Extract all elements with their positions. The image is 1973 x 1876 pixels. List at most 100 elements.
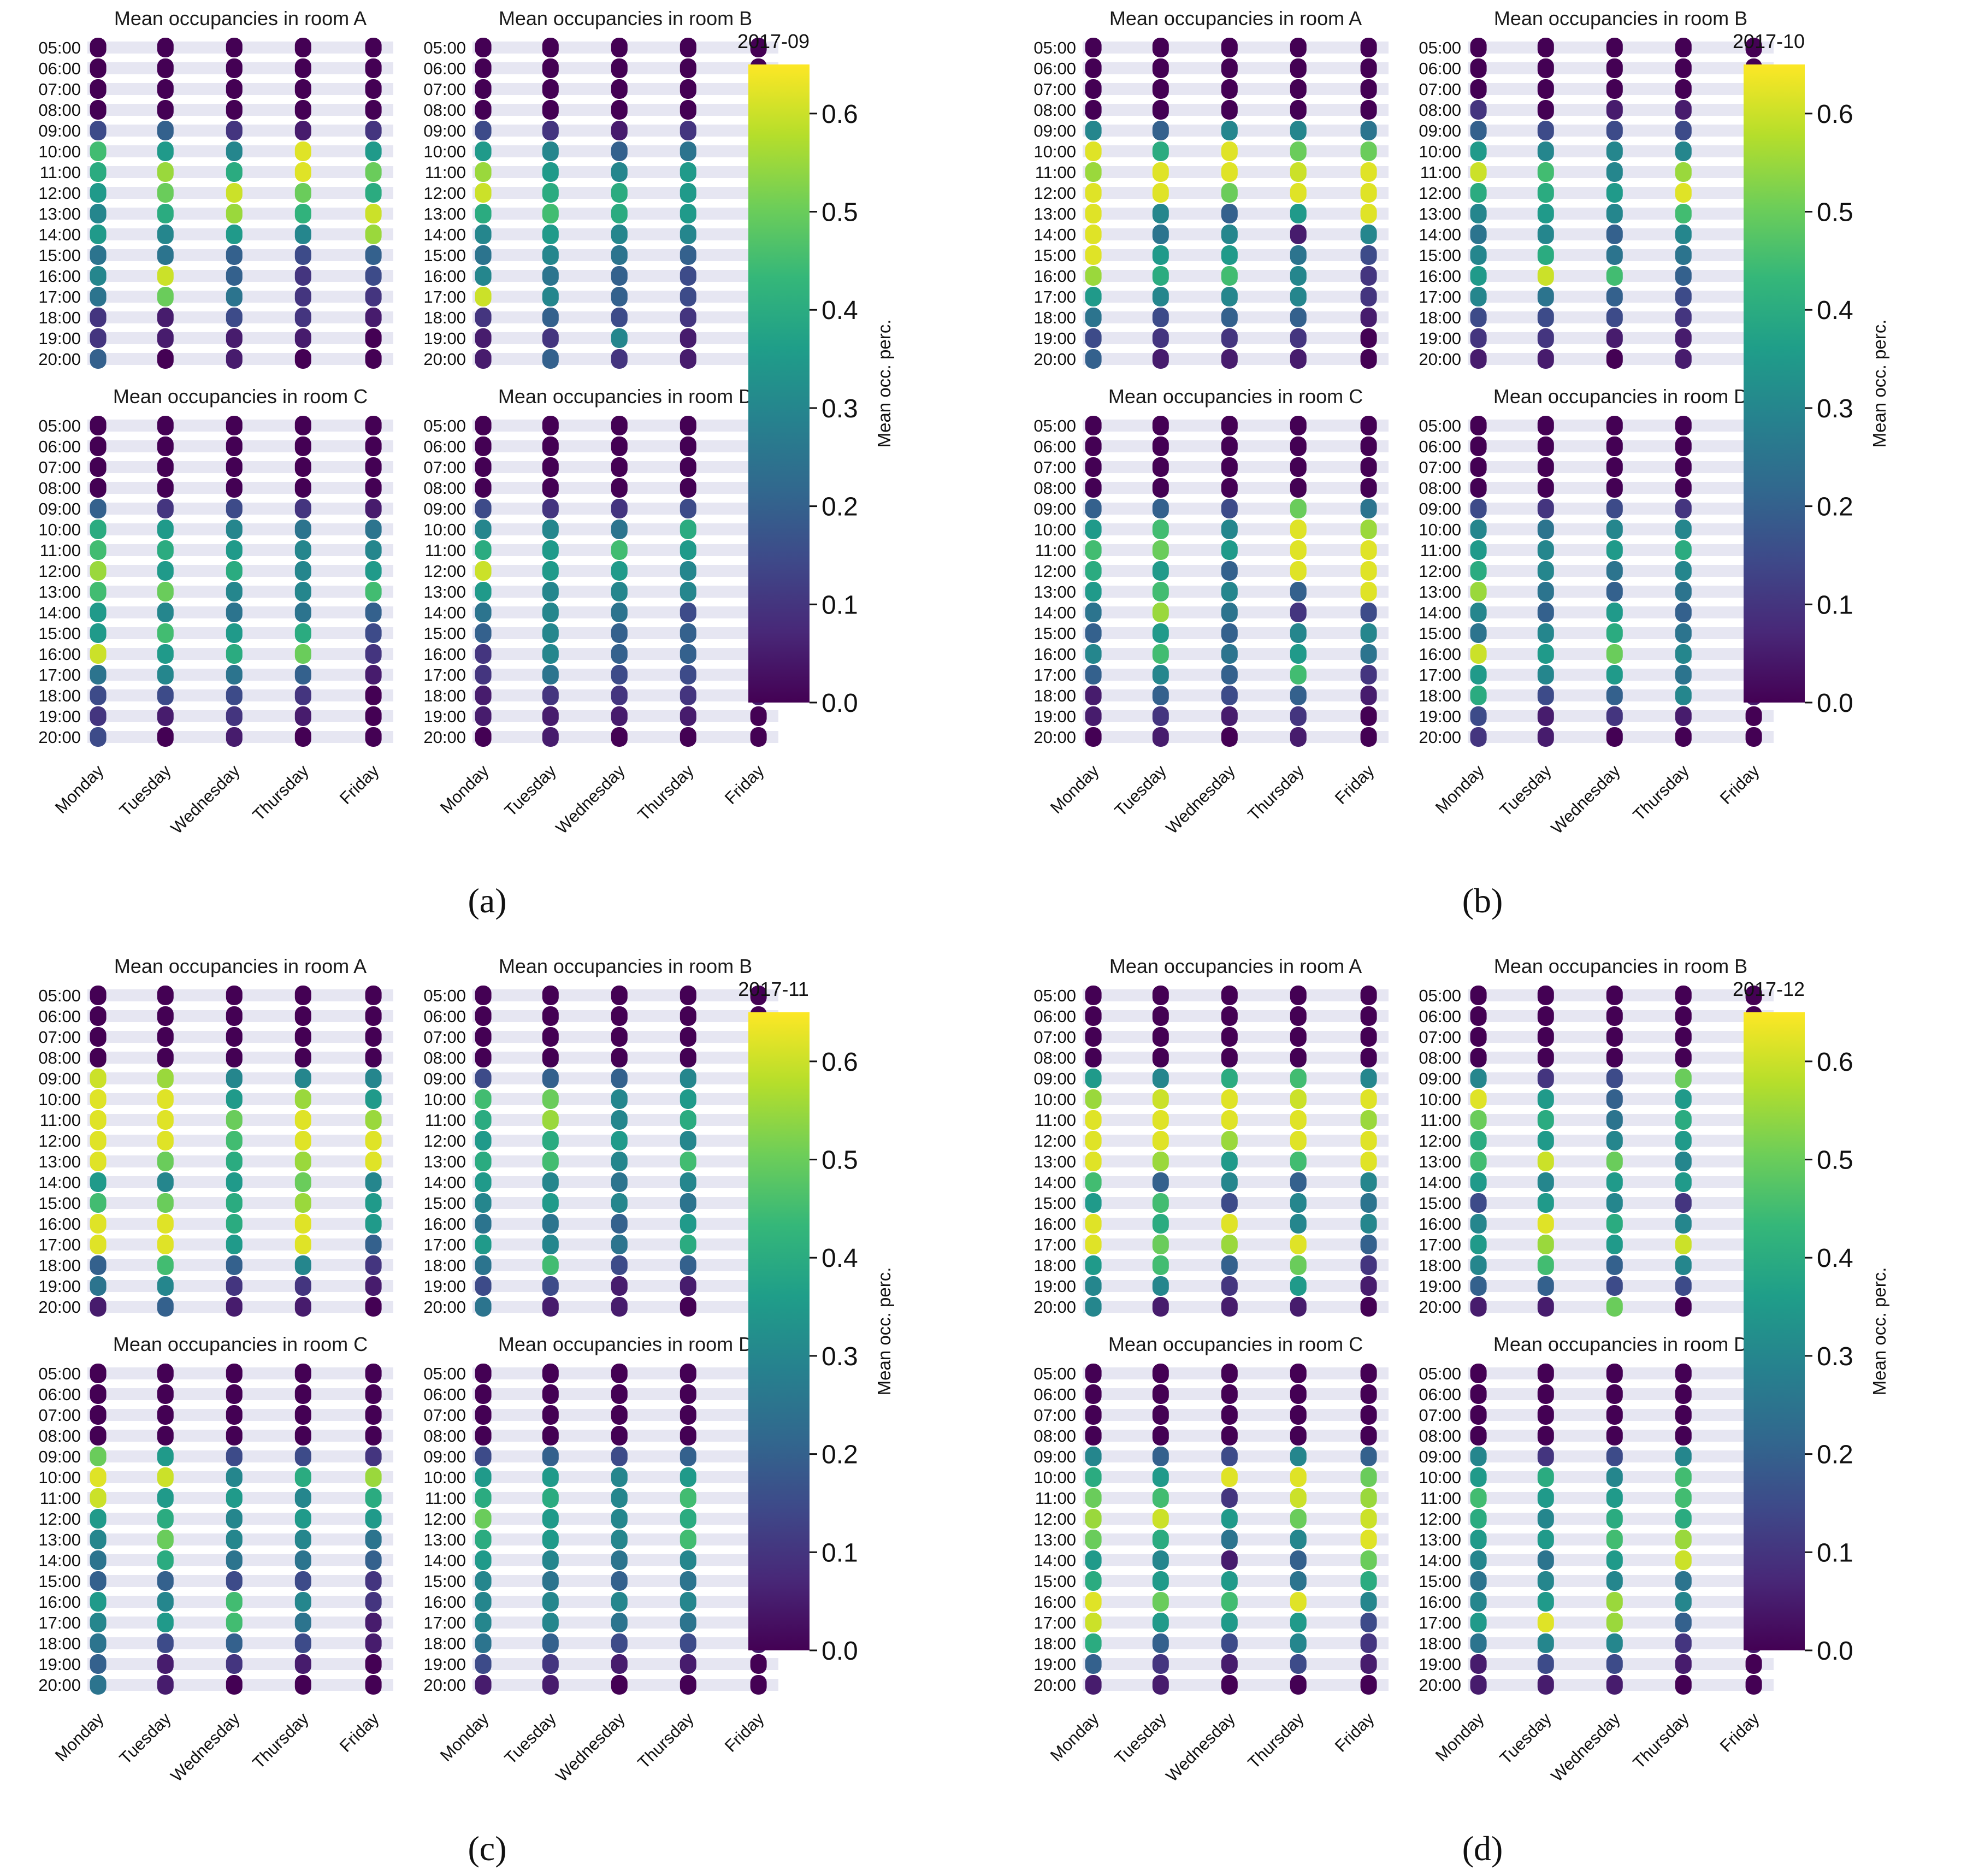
occupancy-point [1537, 499, 1554, 518]
hour-tick-label: 16:00 [423, 645, 466, 664]
day-tick-label: Wednesday [1162, 761, 1239, 837]
occupancy-point [1290, 287, 1307, 306]
occupancy-point [1290, 1447, 1307, 1466]
occupancy-point [1221, 308, 1238, 327]
occupancy-point [542, 727, 559, 747]
hour-tick-label: 12:00 [1419, 184, 1461, 203]
occupancy-point [475, 520, 492, 539]
occupancy-point [1221, 644, 1238, 664]
occupancy-point [294, 582, 311, 601]
occupancy-point [1606, 1550, 1623, 1570]
hour-tick-label: 19:00 [1033, 1655, 1076, 1674]
hour-tick-label: 13:00 [1419, 204, 1461, 223]
occupancy-point [90, 1633, 107, 1653]
occupancy-point [1470, 727, 1487, 747]
hour-tick-label: 09:00 [1419, 499, 1461, 518]
room-subplot: Mean occupancies in room C05:0006:0007:0… [1033, 385, 1389, 837]
occupancy-point [1085, 665, 1102, 685]
occupancy-point [90, 623, 107, 643]
day-tick-label: Thursday [249, 1709, 312, 1772]
occupancy-point [680, 582, 696, 601]
occupancy-point [1221, 686, 1238, 705]
hour-tick-label: 10:00 [423, 1468, 466, 1487]
occupancy-point [1085, 1405, 1102, 1425]
occupancy-point [226, 1172, 243, 1192]
occupancy-point [1152, 1364, 1169, 1383]
occupancy-point [1152, 1089, 1169, 1109]
occupancy-point [1470, 520, 1487, 539]
occupancy-point [1290, 1675, 1307, 1695]
subplot-title: Mean occupancies in room A [1109, 955, 1362, 977]
colorbar-tick-label: 0.5 [1817, 198, 1853, 227]
occupancy-point [1221, 1447, 1238, 1466]
occupancy-point [680, 79, 696, 99]
occupancy-point [226, 561, 243, 581]
occupancy-point [1360, 540, 1377, 560]
occupancy-point [1606, 582, 1623, 601]
hour-tick-label: 06:00 [1419, 437, 1461, 456]
occupancy-point [157, 644, 174, 664]
occupancy-point [1221, 1530, 1238, 1549]
occupancy-point [157, 1048, 174, 1067]
occupancy-point [680, 1048, 696, 1067]
occupancy-point [611, 1193, 628, 1213]
occupancy-point [1085, 727, 1102, 747]
occupancy-point [157, 1027, 174, 1047]
occupancy-point [680, 1426, 696, 1446]
occupancy-point [294, 266, 311, 286]
hour-tick-label: 12:00 [1419, 562, 1461, 581]
occupancy-point [1290, 245, 1307, 265]
occupancy-point [475, 245, 492, 265]
occupancy-point [1085, 204, 1102, 223]
occupancy-point [1085, 582, 1102, 601]
occupancy-point [365, 1006, 382, 1026]
occupancy-point [1606, 1048, 1623, 1067]
occupancy-point [1470, 79, 1487, 99]
occupancy-point [542, 478, 559, 498]
occupancy-point [1537, 1131, 1554, 1151]
occupancy-point [1470, 121, 1487, 140]
day-tick-label: Wednesday [552, 1709, 629, 1785]
occupancy-point [1537, 328, 1554, 348]
occupancy-point [365, 1405, 382, 1425]
occupancy-point [1221, 1152, 1238, 1171]
occupancy-point [1360, 603, 1377, 622]
hour-tick-label: 18:00 [423, 308, 466, 327]
occupancy-point [90, 1571, 107, 1591]
occupancy-point [1360, 1447, 1377, 1466]
occupancy-point [90, 986, 107, 1005]
occupancy-point [90, 1405, 107, 1425]
occupancy-point [1675, 1069, 1692, 1088]
occupancy-point [1360, 1364, 1377, 1383]
occupancy-point [1152, 100, 1169, 120]
occupancy-point [542, 1027, 559, 1047]
occupancy-point [475, 287, 492, 306]
occupancy-point [542, 1654, 559, 1674]
colorbar [748, 64, 810, 703]
occupancy-point [1152, 183, 1169, 203]
occupancy-point [90, 416, 107, 435]
occupancy-point [90, 1384, 107, 1404]
occupancy-point [1290, 1633, 1307, 1653]
occupancy-point [1290, 1069, 1307, 1088]
hour-tick-label: 14:00 [38, 603, 81, 622]
day-tick-label: Friday [336, 761, 383, 808]
occupancy-point [1537, 1426, 1554, 1446]
occupancy-point [611, 582, 628, 601]
occupancy-point [680, 1364, 696, 1383]
occupancy-point [90, 204, 107, 223]
occupancy-point [542, 1509, 559, 1529]
hour-tick-label: 14:00 [423, 1551, 466, 1570]
occupancy-point [542, 561, 559, 581]
hour-tick-label: 14:00 [38, 225, 81, 244]
occupancy-point [1470, 1048, 1487, 1067]
occupancy-point [294, 1048, 311, 1067]
subfigure-caption: (a) [468, 881, 506, 920]
occupancy-point [1152, 162, 1169, 182]
occupancy-point [680, 1571, 696, 1591]
occupancy-point [1537, 1069, 1554, 1088]
colorbar-tick-label: 0.4 [822, 1244, 858, 1273]
hour-tick-label: 10:00 [1033, 1090, 1076, 1109]
occupancy-point [294, 727, 311, 747]
hour-tick-label: 19:00 [423, 329, 466, 348]
